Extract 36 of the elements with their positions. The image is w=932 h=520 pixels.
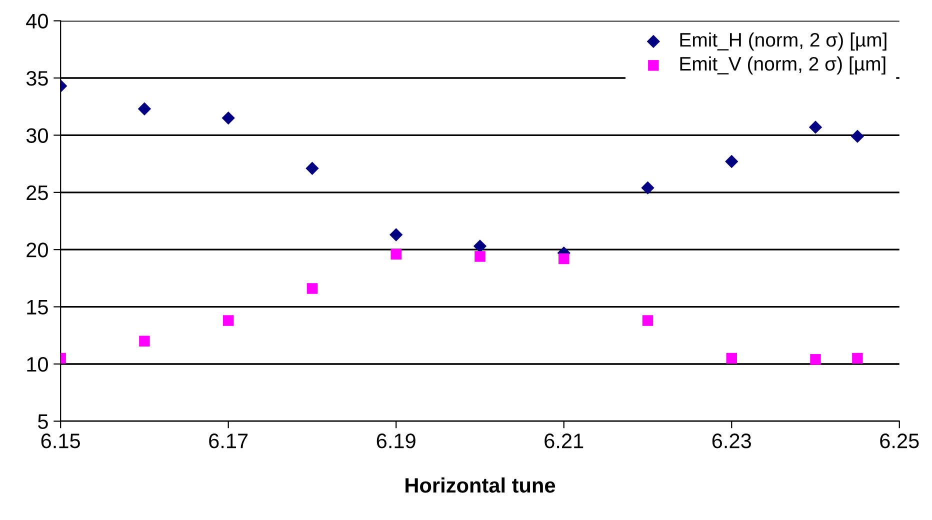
point [725,154,738,168]
x-tick-label: 6.15 [41,434,80,448]
point [390,228,403,242]
point [808,120,822,134]
x-tick-label: 6.23 [712,434,751,448]
point [138,102,152,116]
y-tick-label: 10 [27,357,48,372]
x-tick-label: 6.25 [880,434,919,448]
x-axis-title: Horizontal tune [406,477,556,493]
x-tick-label: 6.21 [544,434,584,448]
y-tick-label: 40 [26,14,48,29]
y-tick-label: 15 [27,300,48,315]
y-tick-label: 30 [26,128,48,143]
point [390,248,402,260]
point [558,253,570,264]
point [850,130,864,143]
point [474,251,486,262]
y-tick-label: 35 [26,71,48,86]
point [641,181,654,194]
point [222,315,234,326]
point [473,240,487,253]
point [139,336,150,346]
legend-label: Emit_H (norm, 2 σ) [µm] [680,32,886,51]
point [222,111,235,125]
legend-label: Emit_V (norm, 2 σ) [µm] [680,56,886,75]
point [306,283,318,294]
y-tick-label: 5 [38,414,48,429]
point [810,354,821,365]
point [852,352,863,364]
x-tick-label: 6.17 [209,434,248,448]
point [642,315,654,326]
point [726,352,737,364]
y-tick-label: 25 [26,185,48,200]
point [306,162,319,175]
y-tick-label: 20 [26,242,48,258]
x-tick-label: 6.19 [376,434,416,448]
